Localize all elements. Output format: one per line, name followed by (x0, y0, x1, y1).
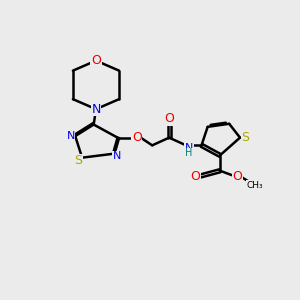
Text: N: N (91, 103, 101, 116)
Text: H: H (185, 148, 193, 158)
Text: S: S (74, 154, 82, 167)
Text: O: O (91, 54, 101, 67)
Text: O: O (233, 169, 243, 183)
Text: O: O (190, 169, 200, 183)
Text: N: N (185, 143, 194, 153)
Text: CH₃: CH₃ (246, 181, 263, 190)
Text: N: N (66, 131, 75, 141)
Text: N: N (112, 151, 121, 161)
Text: O: O (132, 131, 142, 144)
Text: S: S (242, 131, 249, 144)
Text: O: O (164, 112, 174, 125)
